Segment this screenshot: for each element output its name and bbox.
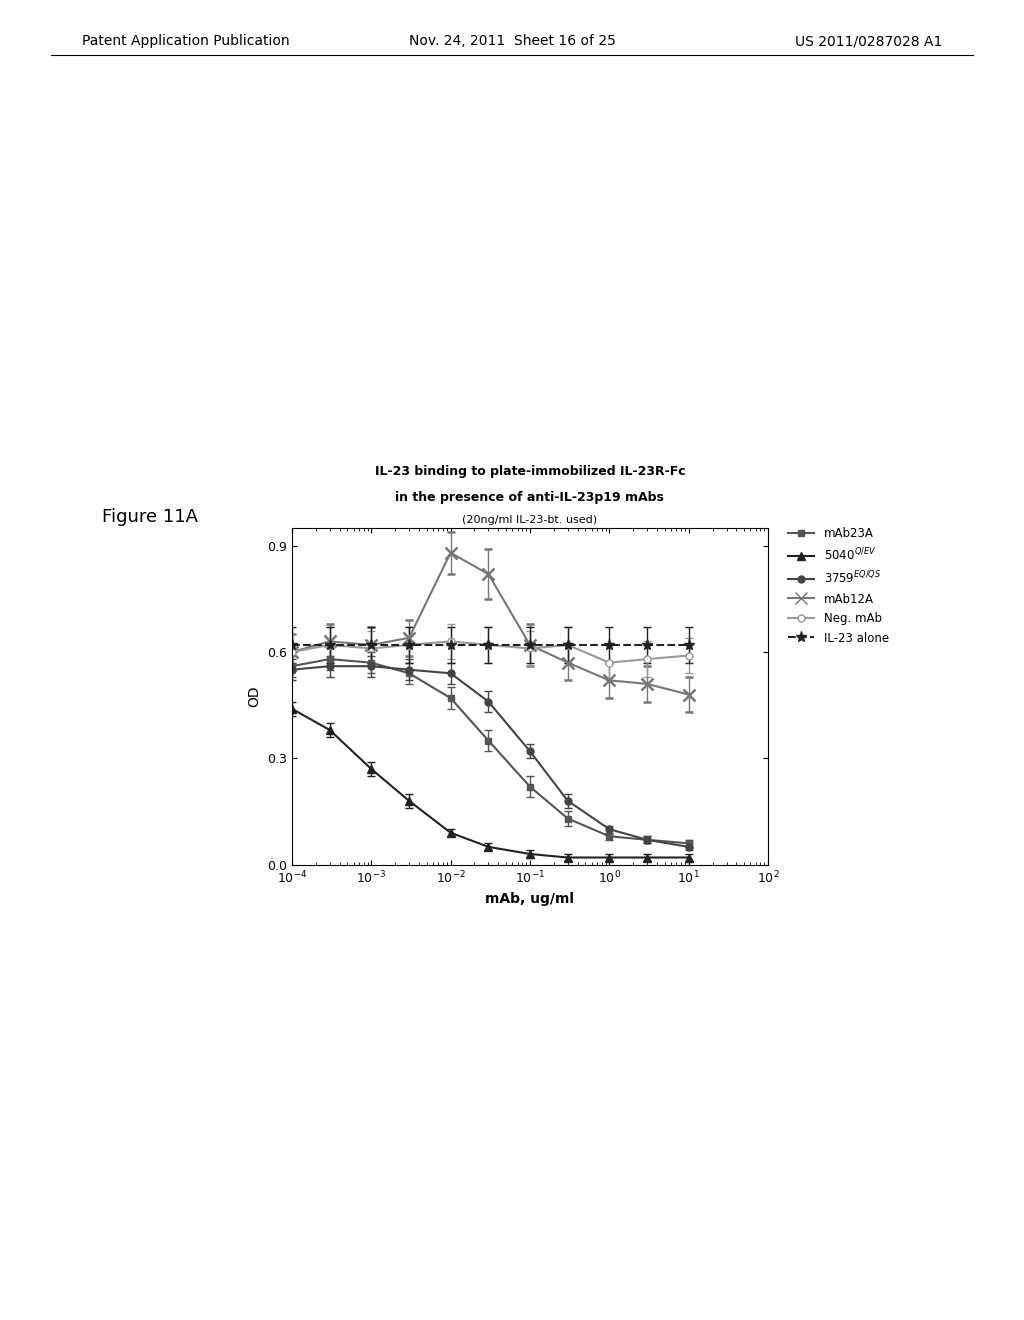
Text: in the presence of anti-IL-23p19 mAbs: in the presence of anti-IL-23p19 mAbs bbox=[395, 491, 665, 504]
Legend: mAb23A, 5040$^{Q/EV}$, 3759$^{EQ/QS}$, mAb12A, Neg. mAb, IL-23 alone: mAb23A, 5040$^{Q/EV}$, 3759$^{EQ/QS}$, m… bbox=[788, 527, 889, 645]
Text: IL-23 binding to plate-immobilized IL-23R-Fc: IL-23 binding to plate-immobilized IL-23… bbox=[375, 465, 685, 478]
Text: US 2011/0287028 A1: US 2011/0287028 A1 bbox=[795, 34, 942, 49]
Text: Figure 11A: Figure 11A bbox=[102, 508, 199, 527]
X-axis label: mAb, ug/ml: mAb, ug/ml bbox=[485, 891, 574, 906]
Text: Nov. 24, 2011  Sheet 16 of 25: Nov. 24, 2011 Sheet 16 of 25 bbox=[409, 34, 615, 49]
Y-axis label: OD: OD bbox=[248, 685, 261, 708]
Text: (20ng/ml IL-23-bt. used): (20ng/ml IL-23-bt. used) bbox=[463, 515, 597, 524]
Text: Patent Application Publication: Patent Application Publication bbox=[82, 34, 290, 49]
